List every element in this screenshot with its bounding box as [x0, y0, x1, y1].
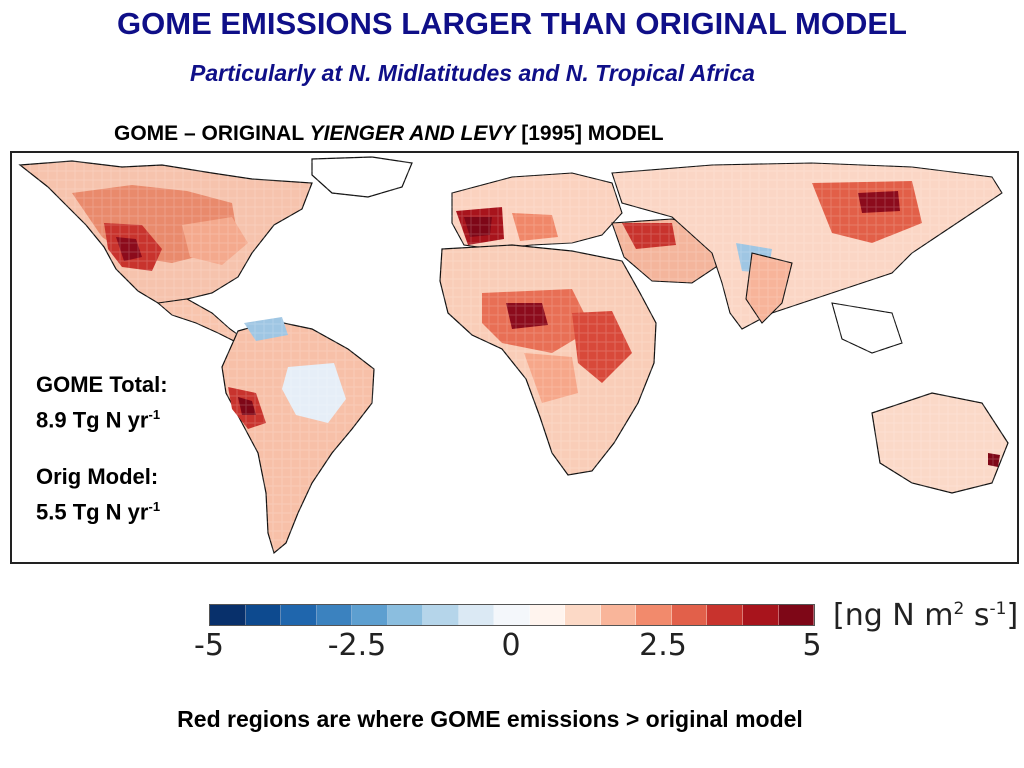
slide-title: GOME EMISSIONS LARGER THAN ORIGINAL MODE…: [117, 6, 907, 41]
colorbar-tick-zero: 0: [501, 628, 521, 663]
orig-model-total: Orig Model: 5.5 Tg N yr-1: [36, 462, 160, 527]
orig-model-exponent: -1: [148, 499, 161, 514]
colorbar-swatch: [352, 605, 388, 625]
world-map: [12, 153, 1017, 562]
colorbar-swatch: [458, 605, 495, 625]
colorbar-swatch: [636, 605, 672, 625]
map-title-italic: YIENGER AND LEVY: [309, 122, 516, 145]
colorbar-swatch: [316, 605, 353, 625]
orig-model-number: 5.5 Tg N yr: [36, 499, 149, 525]
colorbar-tick-neg-mid: -2.5: [327, 628, 387, 663]
colorbar-tick-pos-mid: 2.5: [639, 628, 687, 663]
colorbar-unit: [ng N m2 s-1]: [833, 598, 1018, 633]
colorbar-tick-max: 5: [802, 628, 822, 663]
unit-mid: s: [964, 598, 990, 633]
colorbar-swatch: [600, 605, 637, 625]
colorbar-swatch: [778, 605, 815, 625]
orig-model-value: 5.5 Tg N yr-1: [36, 492, 160, 527]
colorbar-swatch: [707, 605, 743, 625]
gome-total: GOME Total: 8.9 Tg N yr-1: [36, 370, 168, 435]
colorbar-swatch: [494, 605, 530, 625]
gome-total-number: 8.9 Tg N yr: [36, 407, 149, 433]
colorbar-swatch: [281, 605, 317, 625]
map-title-suffix: [1995] MODEL: [515, 122, 664, 145]
unit-prefix: [ng N m: [833, 598, 954, 633]
colorbar-swatch: [565, 605, 601, 625]
colorbar-swatch: [742, 605, 779, 625]
orig-model-label: Orig Model:: [36, 464, 159, 489]
slide-caption: Red regions are where GOME emissions > o…: [177, 706, 803, 732]
colorbar-swatch: [423, 605, 459, 625]
gome-total-value: 8.9 Tg N yr-1: [36, 400, 168, 435]
unit-suffix: ]: [1006, 598, 1019, 633]
colorbar: [209, 604, 815, 626]
colorbar-swatch: [245, 605, 282, 625]
map-title-prefix: GOME – ORIGINAL: [114, 122, 310, 145]
map-title: GOME – ORIGINAL YIENGER AND LEVY [1995] …: [114, 122, 664, 146]
slide-subtitle: Particularly at N. Midlatitudes and N. T…: [190, 60, 755, 86]
gome-total-exponent: -1: [148, 407, 161, 422]
colorbar-swatch: [387, 605, 424, 625]
colorbar-tick-min: -5: [194, 628, 224, 663]
colorbar-swatch: [671, 605, 708, 625]
gome-total-label: GOME Total:: [36, 372, 168, 397]
unit-exp-area: 2: [953, 599, 965, 619]
emissions-difference-map: [10, 151, 1019, 564]
colorbar-swatch: [529, 605, 566, 625]
colorbar-swatch: [210, 605, 246, 625]
unit-exp-time: -1: [989, 599, 1007, 619]
